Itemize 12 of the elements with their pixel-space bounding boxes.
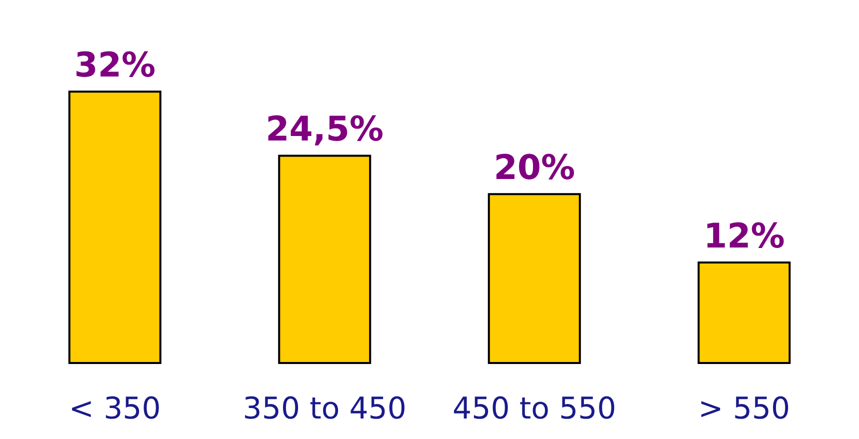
data-label: 12% bbox=[703, 216, 785, 256]
x-tick-label: 450 to 550 bbox=[452, 392, 616, 426]
data-label: 24,5% bbox=[266, 110, 384, 150]
x-tick-label: 350 to 450 bbox=[242, 392, 406, 426]
bar bbox=[698, 261, 791, 364]
x-tick-label: < 350 bbox=[68, 392, 161, 426]
bar bbox=[68, 90, 162, 364]
data-label: 32% bbox=[74, 46, 156, 86]
x-tick-label: > 550 bbox=[698, 392, 790, 426]
data-label: 20% bbox=[494, 148, 576, 188]
bar bbox=[278, 154, 372, 364]
bar bbox=[488, 193, 581, 364]
